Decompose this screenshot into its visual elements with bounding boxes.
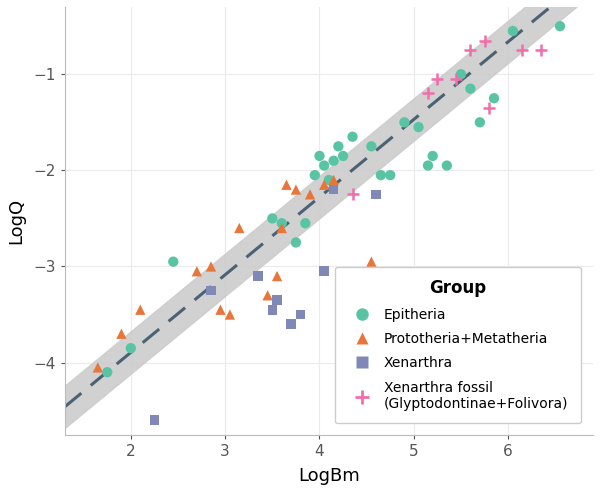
Point [93,364,103,371]
Point [310,171,320,179]
Point [489,94,499,102]
Point [305,190,315,198]
Point [116,330,126,338]
Point [555,22,565,30]
Point [319,267,329,275]
Point [324,176,334,184]
Point [286,320,296,328]
Point [423,90,433,97]
Point [206,263,216,271]
Point [480,36,490,44]
Point [215,306,225,314]
Point [225,310,235,318]
Point [281,181,291,189]
Point [206,286,216,294]
Point [536,46,546,54]
Point [371,190,381,198]
Point [329,176,338,184]
Point [484,104,494,112]
Y-axis label: LogQ: LogQ [7,198,25,244]
Point [301,219,310,227]
Point [508,27,518,35]
Point [475,119,485,126]
Point [466,85,475,92]
Point [277,224,287,232]
Point [466,46,475,54]
Point [263,291,272,299]
Point [442,161,452,169]
Point [268,215,277,222]
Point [192,267,202,275]
Point [334,142,343,150]
Point [235,224,244,232]
Point [319,161,329,169]
Point [367,142,376,150]
Point [103,369,112,376]
Point [272,272,282,280]
Point [352,344,362,352]
Point [518,46,527,54]
Point [329,157,338,165]
Point [136,306,145,314]
Point [272,296,282,304]
Point [277,219,287,227]
Legend: Epitheria, Prototheria+Metatheria, Xenarthra, Xenarthra fossil
(Glyptodontinae+F: Epitheria, Prototheria+Metatheria, Xenar… [335,267,581,424]
Point [291,239,301,246]
Point [367,258,376,266]
Point [376,171,386,179]
Point [433,75,442,83]
Point [314,152,324,160]
Point [329,185,338,193]
Point [126,344,136,352]
Point [414,123,424,131]
Point [348,133,358,141]
Point [451,75,461,83]
Point [428,152,437,160]
Point [456,70,466,78]
Point [319,181,329,189]
Point [296,310,305,318]
Point [268,306,277,314]
Point [376,291,386,299]
Point [400,119,409,126]
X-axis label: LogBm: LogBm [298,467,360,485]
Point [338,152,348,160]
Point [253,272,263,280]
Point [169,258,178,266]
Point [149,416,159,424]
Point [348,190,358,198]
Point [423,161,433,169]
Point [385,171,395,179]
Point [291,185,301,193]
